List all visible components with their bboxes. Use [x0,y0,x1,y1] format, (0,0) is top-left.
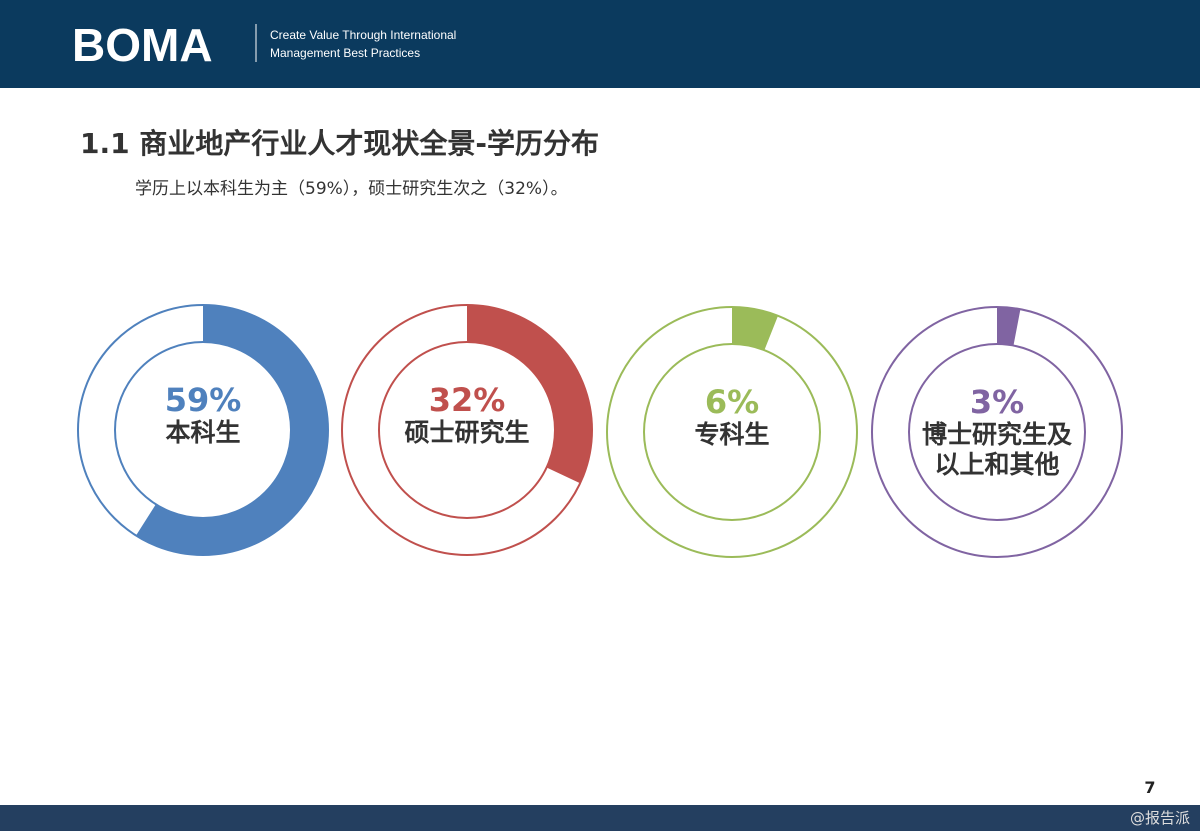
donut-segment [732,307,779,351]
watermark: @报告派 [1130,809,1190,827]
category-label: 专科生 [694,420,770,449]
category-label: 博士研究生及以上和其他 [921,420,1072,479]
page-number: 7 [1144,778,1155,797]
footer-bar [0,805,1200,831]
logo: BOMA [72,19,213,71]
value-label: 59% [164,381,242,419]
value-label: 6% [704,383,760,421]
donut-segment [136,305,328,555]
category-label: 硕士研究生 [404,418,530,447]
center-label: 3% 博士研究生及以上和其他 [912,384,1082,480]
category-label: 本科生 [165,418,241,447]
center-label: 59% 本科生 [118,382,288,448]
tagline: Management Best Practices [270,46,420,60]
title: 1.1 商业地产行业人才现状全景-学历分布 [80,127,599,160]
donut-segment [997,307,1021,346]
tagline: Create Value Through International [270,28,456,42]
center-label: 32% 硕士研究生 [382,382,552,448]
center-label: 6% 专科生 [647,384,817,450]
subtitle: 学历上以本科生为主（59%），硕士研究生次之（32%）。 [135,179,568,199]
header-bar [0,0,1200,88]
value-label: 32% [428,381,506,419]
donut-segment [467,305,592,484]
value-label: 3% [969,383,1025,421]
